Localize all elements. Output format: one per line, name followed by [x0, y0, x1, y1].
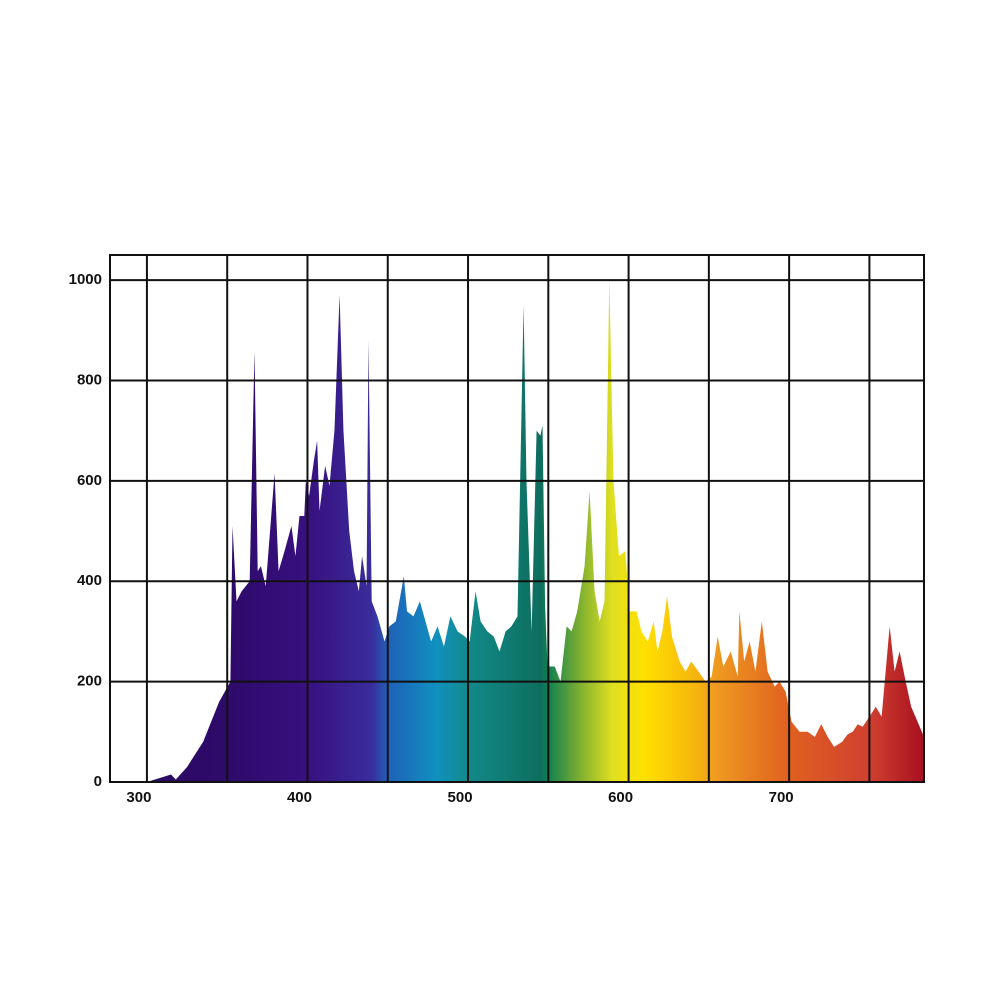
y-tick-label: 400: [77, 572, 102, 589]
x-tick-label: 700: [769, 789, 794, 806]
spectrum-area: [146, 280, 925, 782]
x-tick-label: 400: [287, 789, 312, 806]
y-tick-label: 200: [77, 673, 102, 690]
y-tick-label: 0: [94, 773, 102, 790]
plot-frame: [109, 254, 925, 783]
y-tick-label: 1000: [69, 271, 102, 288]
x-tick-label: 500: [448, 789, 473, 806]
y-tick-label: 800: [77, 371, 102, 388]
x-tick-label: 300: [126, 789, 151, 806]
y-tick-label: 600: [77, 472, 102, 489]
x-tick-label: 600: [608, 789, 633, 806]
